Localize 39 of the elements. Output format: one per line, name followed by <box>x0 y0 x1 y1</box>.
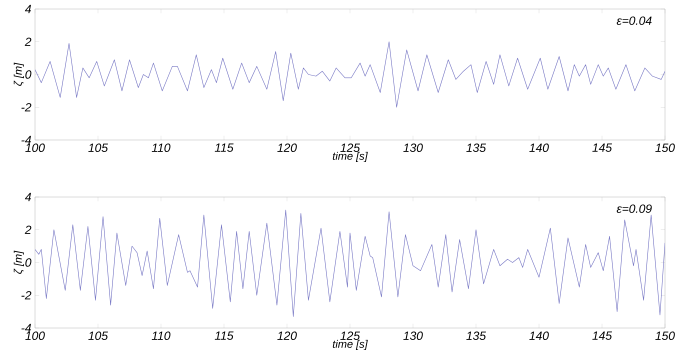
y-tick-label: 2 <box>24 226 32 234</box>
x-tick-label: 105 <box>88 332 108 340</box>
x-tick-label: 115 <box>214 332 234 340</box>
y-tick-label: 0 <box>25 70 32 79</box>
x-tick-label: 110 <box>152 332 170 340</box>
y-tick-label: -4 <box>21 324 32 332</box>
annotation: ε=0.09 <box>616 204 652 213</box>
x-tick-label: 125 <box>340 332 360 340</box>
y-axis-title: ζ [m] <box>14 250 24 274</box>
x-tick-label: 110 <box>152 144 170 152</box>
x-tick-label: 125 <box>340 144 360 152</box>
y-tick-label: 0 <box>25 258 32 267</box>
y-axis-title: ζ [m] <box>14 62 24 86</box>
y-tick-label: -2 <box>21 103 32 112</box>
x-tick-label: 115 <box>214 144 234 152</box>
x-tick-label: 130 <box>403 332 423 340</box>
x-tick-label: 105 <box>88 144 108 152</box>
x-tick-label: 120 <box>277 332 297 340</box>
line-series <box>35 41 666 108</box>
annotation: ε=0.04 <box>616 16 652 25</box>
x-tick-label: 100 <box>25 144 45 152</box>
y-tick-label: 4 <box>24 4 32 14</box>
y-tick-label: 2 <box>24 38 32 46</box>
x-tick-label: 135 <box>466 144 486 152</box>
x-tick-label: 140 <box>529 332 549 340</box>
x-tick-label: 145 <box>592 144 612 152</box>
y-tick-label: -2 <box>21 291 32 300</box>
x-tick-label: 130 <box>403 144 423 152</box>
x-tick-label: 120 <box>277 144 297 152</box>
x-tick-label: 135 <box>466 332 486 340</box>
x-tick-label: 100 <box>25 332 45 340</box>
x-tick-label: 150 <box>655 144 675 152</box>
x-tick-label: 140 <box>529 144 549 152</box>
x-tick-label: 145 <box>592 332 612 340</box>
y-tick-label: 4 <box>24 192 32 202</box>
x-axis-title: time [s] <box>332 340 368 350</box>
x-tick-label: 150 <box>655 332 675 340</box>
x-axis-title: time [s] <box>332 152 368 162</box>
y-tick-label: -4 <box>21 136 32 144</box>
